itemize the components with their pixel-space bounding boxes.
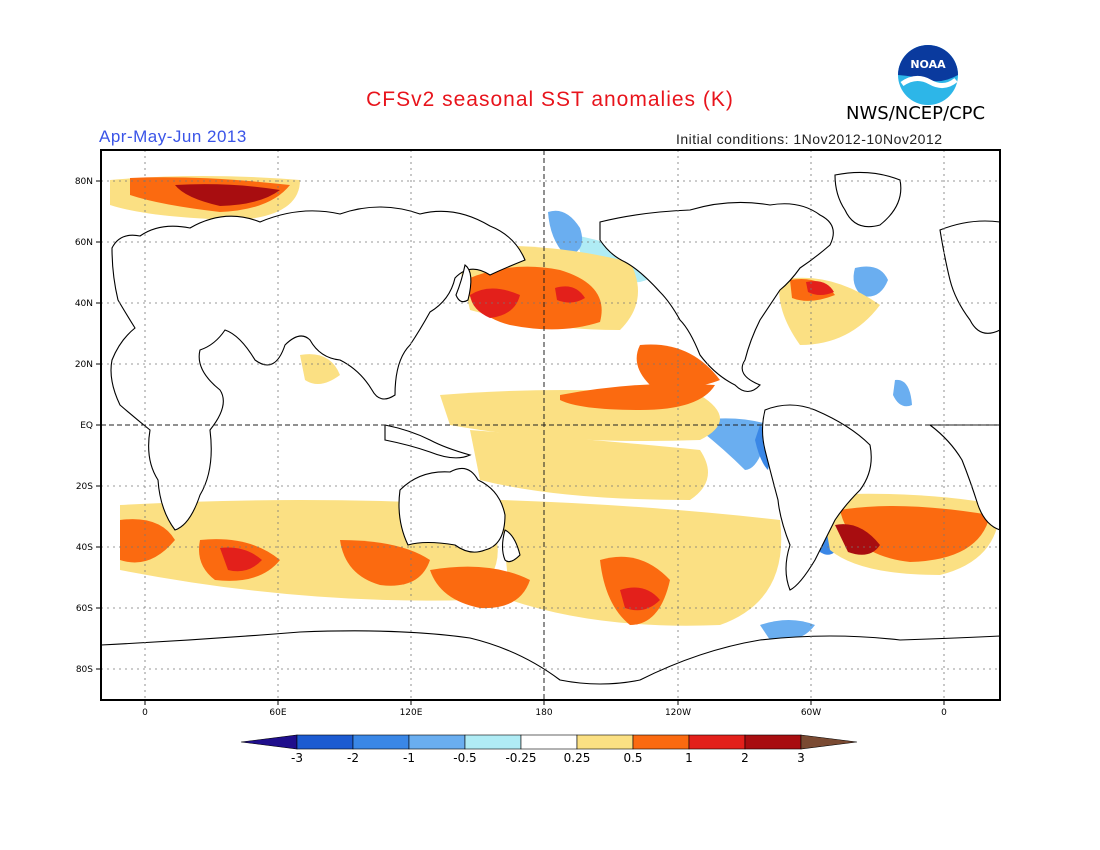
cold-anomaly-eq-east [700,418,770,470]
colorbar-label: 2 [741,751,749,765]
colorbar-label: -2 [347,751,359,765]
warm-anomaly-kuroshio [470,288,520,318]
japan-outline [455,264,472,303]
colorbar-swatch [352,734,410,750]
lat-label: 60N [75,238,93,248]
colorbar-swatch [296,734,354,750]
cold-anomaly-bering [548,210,583,256]
colorbar-label: 0.5 [623,751,642,765]
new-zealand-outline [501,529,521,563]
forecast-period: Apr-May-Jun 2013 [99,127,247,146]
agency-label: NWS/NCEP/CPC [846,103,986,124]
south-america-outline [761,404,872,591]
colorbar-swatch [744,734,802,750]
colorbar-label: -1 [403,751,415,765]
lon-label: 60W [801,708,821,718]
colorbar-swatch [520,734,578,750]
chart-title: CFSv2 seasonal SST anomalies (K) [366,88,734,111]
lon-label: 180 [535,708,552,718]
colorbar-label: 1 [685,751,693,765]
colorbar: -3 -2 -1 -0.5 -0.25 0.25 0.5 1 2 3 [240,734,858,765]
warm-anomaly-spac-red [620,587,660,611]
warm-anomaly-sw-indian-red [220,547,262,572]
land-layer [100,171,1001,701]
warm-anomaly-arctic-red [175,184,280,206]
colorbar-swatch [240,734,298,750]
warm-anomaly-indian-core [120,519,175,563]
colorbar-swatch [632,734,690,750]
warm-anomaly-south-pacific [470,430,708,500]
colorbar-swatch [800,734,858,750]
reference-lines [101,150,1000,700]
colorbar-swatch [408,734,466,750]
axis-ticks [96,180,945,705]
initial-conditions: Initial conditions: 1Nov2012-10Nov2012 [676,131,943,147]
lat-label: 40N [75,299,93,309]
warm-anomaly-gulfstream-red [806,281,834,295]
australia-outline [398,467,506,553]
longitude-labels: 0 60E 120E 180 120W 60W 0 [142,708,947,718]
warm-anomaly-indian-north [300,354,340,384]
lon-label: 0 [142,708,148,718]
warm-anomaly-eq-central [560,383,715,410]
colorbar-label: -0.25 [505,751,536,765]
lat-label: 20N [75,360,93,370]
lat-label: 20S [76,482,93,492]
greenland-outline [834,171,902,228]
north-america-outline [599,201,834,393]
africa-right-outline [928,424,1001,531]
colorbar-label: -3 [291,751,303,765]
europe-right-outline [939,220,1001,334]
lat-label: 80S [76,665,93,675]
colorbar-label: 3 [797,751,805,765]
colorbar-swatch [464,734,522,750]
warm-anomaly-south-indian [340,540,430,586]
colorbar-label: 0.25 [564,751,591,765]
lat-label: EQ [80,421,93,431]
colorbar-swatch [576,734,634,750]
lon-label: 60E [269,708,286,718]
noaa-logo-icon: NOAA [898,45,958,105]
indonesia-outline [384,424,472,459]
lon-label: 120W [665,708,691,718]
antarctica-outline [100,630,1001,701]
grid-lines [101,150,1000,700]
lat-label: 80N [75,177,93,187]
warm-anomaly-tasman [430,566,530,609]
cold-anomaly-brazil [893,379,912,407]
lon-label: 120E [400,708,423,718]
lat-label: 40S [76,543,93,553]
cold-anomaly-antarctic [760,620,815,641]
noaa-logo-text: NOAA [910,58,946,71]
colorbar-swatch [688,734,746,750]
cold-anomaly-natl [853,266,888,297]
lat-label: 60S [76,604,93,614]
lon-label: 0 [941,708,947,718]
eurasia-africa-outline [110,206,526,531]
warm-anomaly-npac-dark [555,286,585,303]
latitude-labels: 80N 60N 40N 20N EQ 20S 40S 60S 80S [75,177,93,675]
colorbar-label: -0.5 [453,751,476,765]
